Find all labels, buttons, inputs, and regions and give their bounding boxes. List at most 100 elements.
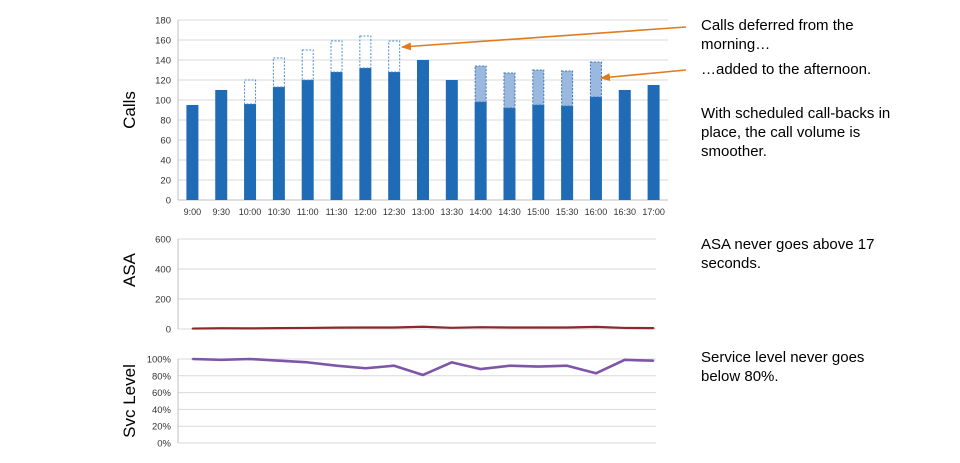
- asa-point: [306, 327, 309, 329]
- asa-point: [422, 325, 424, 328]
- asa-point: [278, 327, 280, 329]
- svc-y-tick-label: 60%: [152, 388, 172, 399]
- asa-y-axis-label: ASA: [120, 252, 139, 287]
- calls-bar: [618, 90, 631, 200]
- arrow-added: [600, 69, 687, 82]
- calls-x-tick-label: 13:30: [441, 207, 464, 217]
- arrow-deferred: [401, 26, 687, 51]
- calls-bar: [647, 85, 660, 200]
- added-calls-bar: [561, 70, 574, 107]
- svc-y-axis-label: Svc Level: [120, 364, 139, 438]
- calls-x-tick-label: 10:00: [239, 207, 262, 217]
- annotation-service-level: Service level never goes below 80%.: [701, 349, 865, 385]
- svc-point: [278, 359, 280, 362]
- calls-bar: [589, 97, 602, 200]
- calls-x-tick-label: 9:30: [212, 207, 230, 217]
- added-calls-bar: [589, 61, 602, 98]
- calls-bar: [272, 87, 285, 200]
- svc-point: [623, 359, 626, 361]
- svc-point: [451, 361, 453, 364]
- calls-bar: [532, 105, 545, 200]
- asa-point: [652, 327, 655, 329]
- calls-y-tick-label: 100: [155, 96, 171, 107]
- asa-point: [566, 326, 568, 329]
- calls-x-tick-label: 11:30: [326, 207, 348, 217]
- svc-y-tick-label: 80%: [152, 371, 172, 382]
- annotation-arrows: [401, 26, 687, 82]
- calls-y-tick-label: 120: [155, 76, 171, 87]
- added-calls-bar: [532, 69, 545, 106]
- svc-point: [595, 372, 597, 375]
- calls-y-tick-label: 20: [160, 176, 171, 187]
- calls-x-tick-label: 14:30: [498, 207, 521, 217]
- calls-y-tick-label: 40: [160, 156, 171, 167]
- added-calls-bar: [503, 72, 516, 109]
- asa-point: [220, 327, 223, 330]
- asa-point: [335, 326, 338, 329]
- calls-x-tick-label: 9:00: [184, 207, 202, 217]
- deferred-calls-bar: [330, 40, 343, 73]
- asa-y-tick-label: 200: [155, 295, 171, 306]
- asa-point: [393, 326, 395, 329]
- deferred-calls-bar: [388, 40, 401, 73]
- calls-y-tick-label: 0: [166, 196, 171, 207]
- calls-bar-chart: 0 20 40 60 80 100 120 140 160 180 9:00 9:30 10:00 10:…: [120, 16, 668, 217]
- calls-x-tick-label: 15:00: [527, 207, 550, 217]
- calls-y-tick-label: 80: [160, 116, 171, 127]
- calls-bar: [561, 106, 574, 200]
- service-level-line-chart: 0% 20% 40% 60% 80% 100% Svc Level: [120, 355, 656, 450]
- calls-x-tick-label: 15:30: [556, 207, 579, 217]
- asa-point: [595, 326, 597, 328]
- annotation-asa: ASA never goes above 17 seconds.: [701, 236, 875, 272]
- deferred-calls-bar: [244, 79, 257, 105]
- svc-y-tick-label: 100%: [147, 355, 172, 366]
- asa-y-tick-label: 400: [155, 265, 171, 276]
- calls-x-tick-label: 16:00: [585, 207, 608, 217]
- svc-point: [422, 374, 424, 376]
- asa-point: [537, 326, 540, 329]
- calls-x-tick-label: 13:00: [412, 207, 435, 217]
- calls-bar: [244, 104, 257, 200]
- svc-point: [191, 358, 194, 360]
- calls-x-tick-label: 17:00: [642, 207, 665, 217]
- annotation-added: …added to the afternoon.: [701, 61, 872, 78]
- calls-x-tick-label: 11:00: [297, 207, 319, 217]
- calls-bar: [417, 60, 429, 200]
- svc-series-line: [192, 357, 654, 377]
- calls-bar: [186, 105, 199, 200]
- deferred-calls-bar: [359, 35, 372, 69]
- asa-point: [451, 327, 453, 329]
- calls-y-tick-label: 160: [155, 36, 171, 47]
- asa-point: [479, 326, 482, 329]
- svc-point: [537, 365, 540, 368]
- calls-bar: [301, 80, 314, 200]
- svc-y-tick-label: 20%: [152, 422, 172, 433]
- asa-point: [191, 327, 194, 330]
- added-calls-bar: [474, 65, 487, 103]
- calls-x-tick-label: 10:30: [268, 207, 291, 217]
- calls-x-tick-label: 16:30: [613, 207, 636, 217]
- svc-point: [249, 358, 251, 360]
- svc-point: [508, 364, 511, 367]
- calls-y-tick-label: 60: [160, 136, 171, 147]
- asa-point: [249, 327, 251, 330]
- calls-bar: [445, 80, 458, 200]
- asa-point: [364, 326, 367, 329]
- svc-point: [652, 359, 655, 362]
- asa-line-chart: 0 200 400 600 ASA: [120, 235, 656, 336]
- calls-bar: [215, 90, 228, 200]
- asa-point: [508, 326, 511, 329]
- asa-y-tick-label: 0: [166, 325, 171, 336]
- svc-y-tick-label: 40%: [152, 405, 172, 416]
- svc-point: [393, 364, 395, 367]
- calls-bar: [330, 72, 343, 200]
- svc-point: [220, 359, 223, 361]
- calls-x-tick-label: 12:30: [383, 207, 406, 217]
- svc-point: [479, 368, 482, 370]
- asa-y-tick-label: 600: [155, 235, 171, 246]
- annotation-smoother: With scheduled call-backs in place, the …: [701, 105, 891, 160]
- svc-point: [306, 361, 309, 364]
- calls-y-tick-label: 140: [155, 56, 171, 67]
- calls-bar: [359, 68, 372, 200]
